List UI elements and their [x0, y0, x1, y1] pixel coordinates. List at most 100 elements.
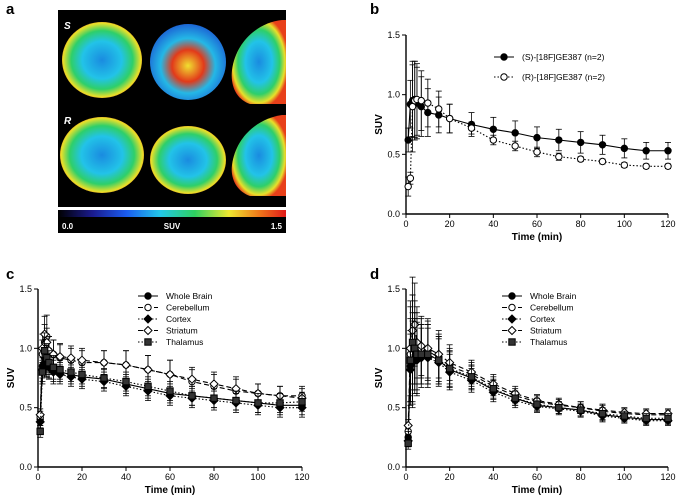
data-point [99, 357, 109, 368]
legend-marker [507, 325, 517, 336]
legend-label: Whole Brain [530, 291, 577, 301]
data-point [406, 174, 415, 182]
data-point [406, 356, 415, 364]
data-point [598, 157, 607, 166]
x-tick-label: 40 [488, 472, 498, 482]
data-point [555, 153, 563, 161]
data-point [165, 369, 175, 380]
data-point [435, 105, 443, 113]
data-point [254, 399, 262, 407]
chart-d: 0 20 40 60 80 100 120 0.0 0.5 1.0 1.5 Time (min) SUV… [374, 276, 676, 496]
x-tick-label: 60 [532, 472, 542, 482]
y-tick-label: 0.0 [387, 462, 400, 472]
data-point [35, 410, 45, 420]
legend-label: Cerebellum [530, 303, 573, 313]
data-point [232, 396, 240, 405]
data-point [642, 162, 650, 170]
x-tick-label: 120 [660, 472, 675, 482]
x-tick-label: 100 [250, 472, 265, 482]
legend-marker [507, 314, 517, 324]
y-tick-label: 1.0 [19, 343, 32, 353]
y-axis-title: SUV [374, 114, 385, 135]
panel-label-b: b [370, 1, 379, 18]
data-point [143, 364, 153, 375]
data-point [404, 182, 412, 191]
data-point [664, 147, 672, 155]
legend-marker [143, 325, 153, 336]
legend-marker [508, 292, 516, 300]
data-point [511, 142, 519, 150]
colorbar-max-label: 1.5 [271, 222, 283, 231]
legend-label: Cerebellum [166, 303, 209, 313]
legend-label: Thalamus [530, 337, 567, 347]
data-point [45, 358, 53, 367]
data-point [404, 439, 412, 447]
legend-marker [508, 303, 516, 312]
data-point [576, 138, 585, 147]
legend-item: Cortex [502, 314, 556, 324]
brain-slice-r-coronal [150, 126, 226, 194]
data-point [533, 148, 541, 156]
series-thalamus [36, 332, 306, 438]
legend-label: Striatum [530, 326, 562, 336]
data-point [664, 162, 672, 170]
data-point [511, 394, 519, 402]
data-point [40, 347, 49, 355]
panel-label-c: c [6, 266, 14, 283]
data-point [620, 161, 629, 169]
legend-marker [144, 303, 152, 312]
legend-label: Thalamus [166, 337, 203, 347]
y-tick-label: 1.5 [387, 284, 400, 294]
data-point [36, 427, 44, 436]
data-point [489, 384, 498, 393]
y-tick-label: 0.5 [19, 403, 32, 413]
row-label-s: S [64, 21, 71, 32]
x-tick-label: 0 [403, 219, 408, 229]
data-point [209, 379, 219, 389]
x-tick-label: 40 [121, 472, 131, 482]
panel-label-a: a [6, 1, 15, 18]
y-tick-label: 1.5 [19, 284, 32, 294]
y-tick-label: 0.5 [387, 149, 400, 159]
data-point [576, 155, 585, 163]
data-point [67, 368, 75, 376]
brain-slice-r-sagittal [231, 115, 286, 196]
legend-marker [500, 53, 508, 61]
data-point [533, 400, 541, 408]
x-tick-label: 20 [77, 472, 87, 482]
data-point [555, 136, 563, 144]
data-point [467, 373, 476, 381]
data-point [664, 414, 672, 423]
series-whole-brain [36, 343, 306, 426]
series--r-18f-ge387-n-2- [404, 60, 672, 197]
x-tick-label: 60 [532, 219, 542, 229]
y-tick-label: 0.0 [19, 462, 32, 472]
pet-image-panel: S R 0.0 SUV 1.5 [58, 10, 286, 233]
data-point [533, 133, 541, 142]
x-axis-title: Time (min) [145, 485, 195, 496]
data-point [435, 356, 443, 364]
data-point [188, 392, 196, 400]
data-point [489, 125, 498, 133]
legend-marker [500, 73, 508, 81]
data-point [598, 141, 607, 149]
panel-label-d: d [370, 266, 379, 283]
data-point [404, 136, 412, 144]
x-tick-label: 0 [403, 472, 408, 482]
data-point [49, 363, 58, 372]
brain-slice-r-axial [60, 117, 144, 193]
x-tick-label: 20 [445, 219, 455, 229]
series-line [407, 342, 668, 444]
y-tick-label: 0.0 [387, 209, 400, 219]
data-point [298, 398, 306, 406]
data-point [576, 406, 585, 414]
data-point [424, 350, 432, 358]
data-point [511, 129, 519, 137]
data-point [210, 394, 218, 402]
x-tick-label: 100 [617, 219, 632, 229]
legend-label: (R)-[18F]GE387 (n=2) [522, 72, 605, 82]
legend-label: (S)-[18F]GE387 (n=2) [522, 52, 605, 62]
legend-item: Whole Brain [502, 291, 577, 301]
legend-item: Striatum [138, 326, 198, 336]
legend-item: Thalamus [138, 337, 203, 347]
